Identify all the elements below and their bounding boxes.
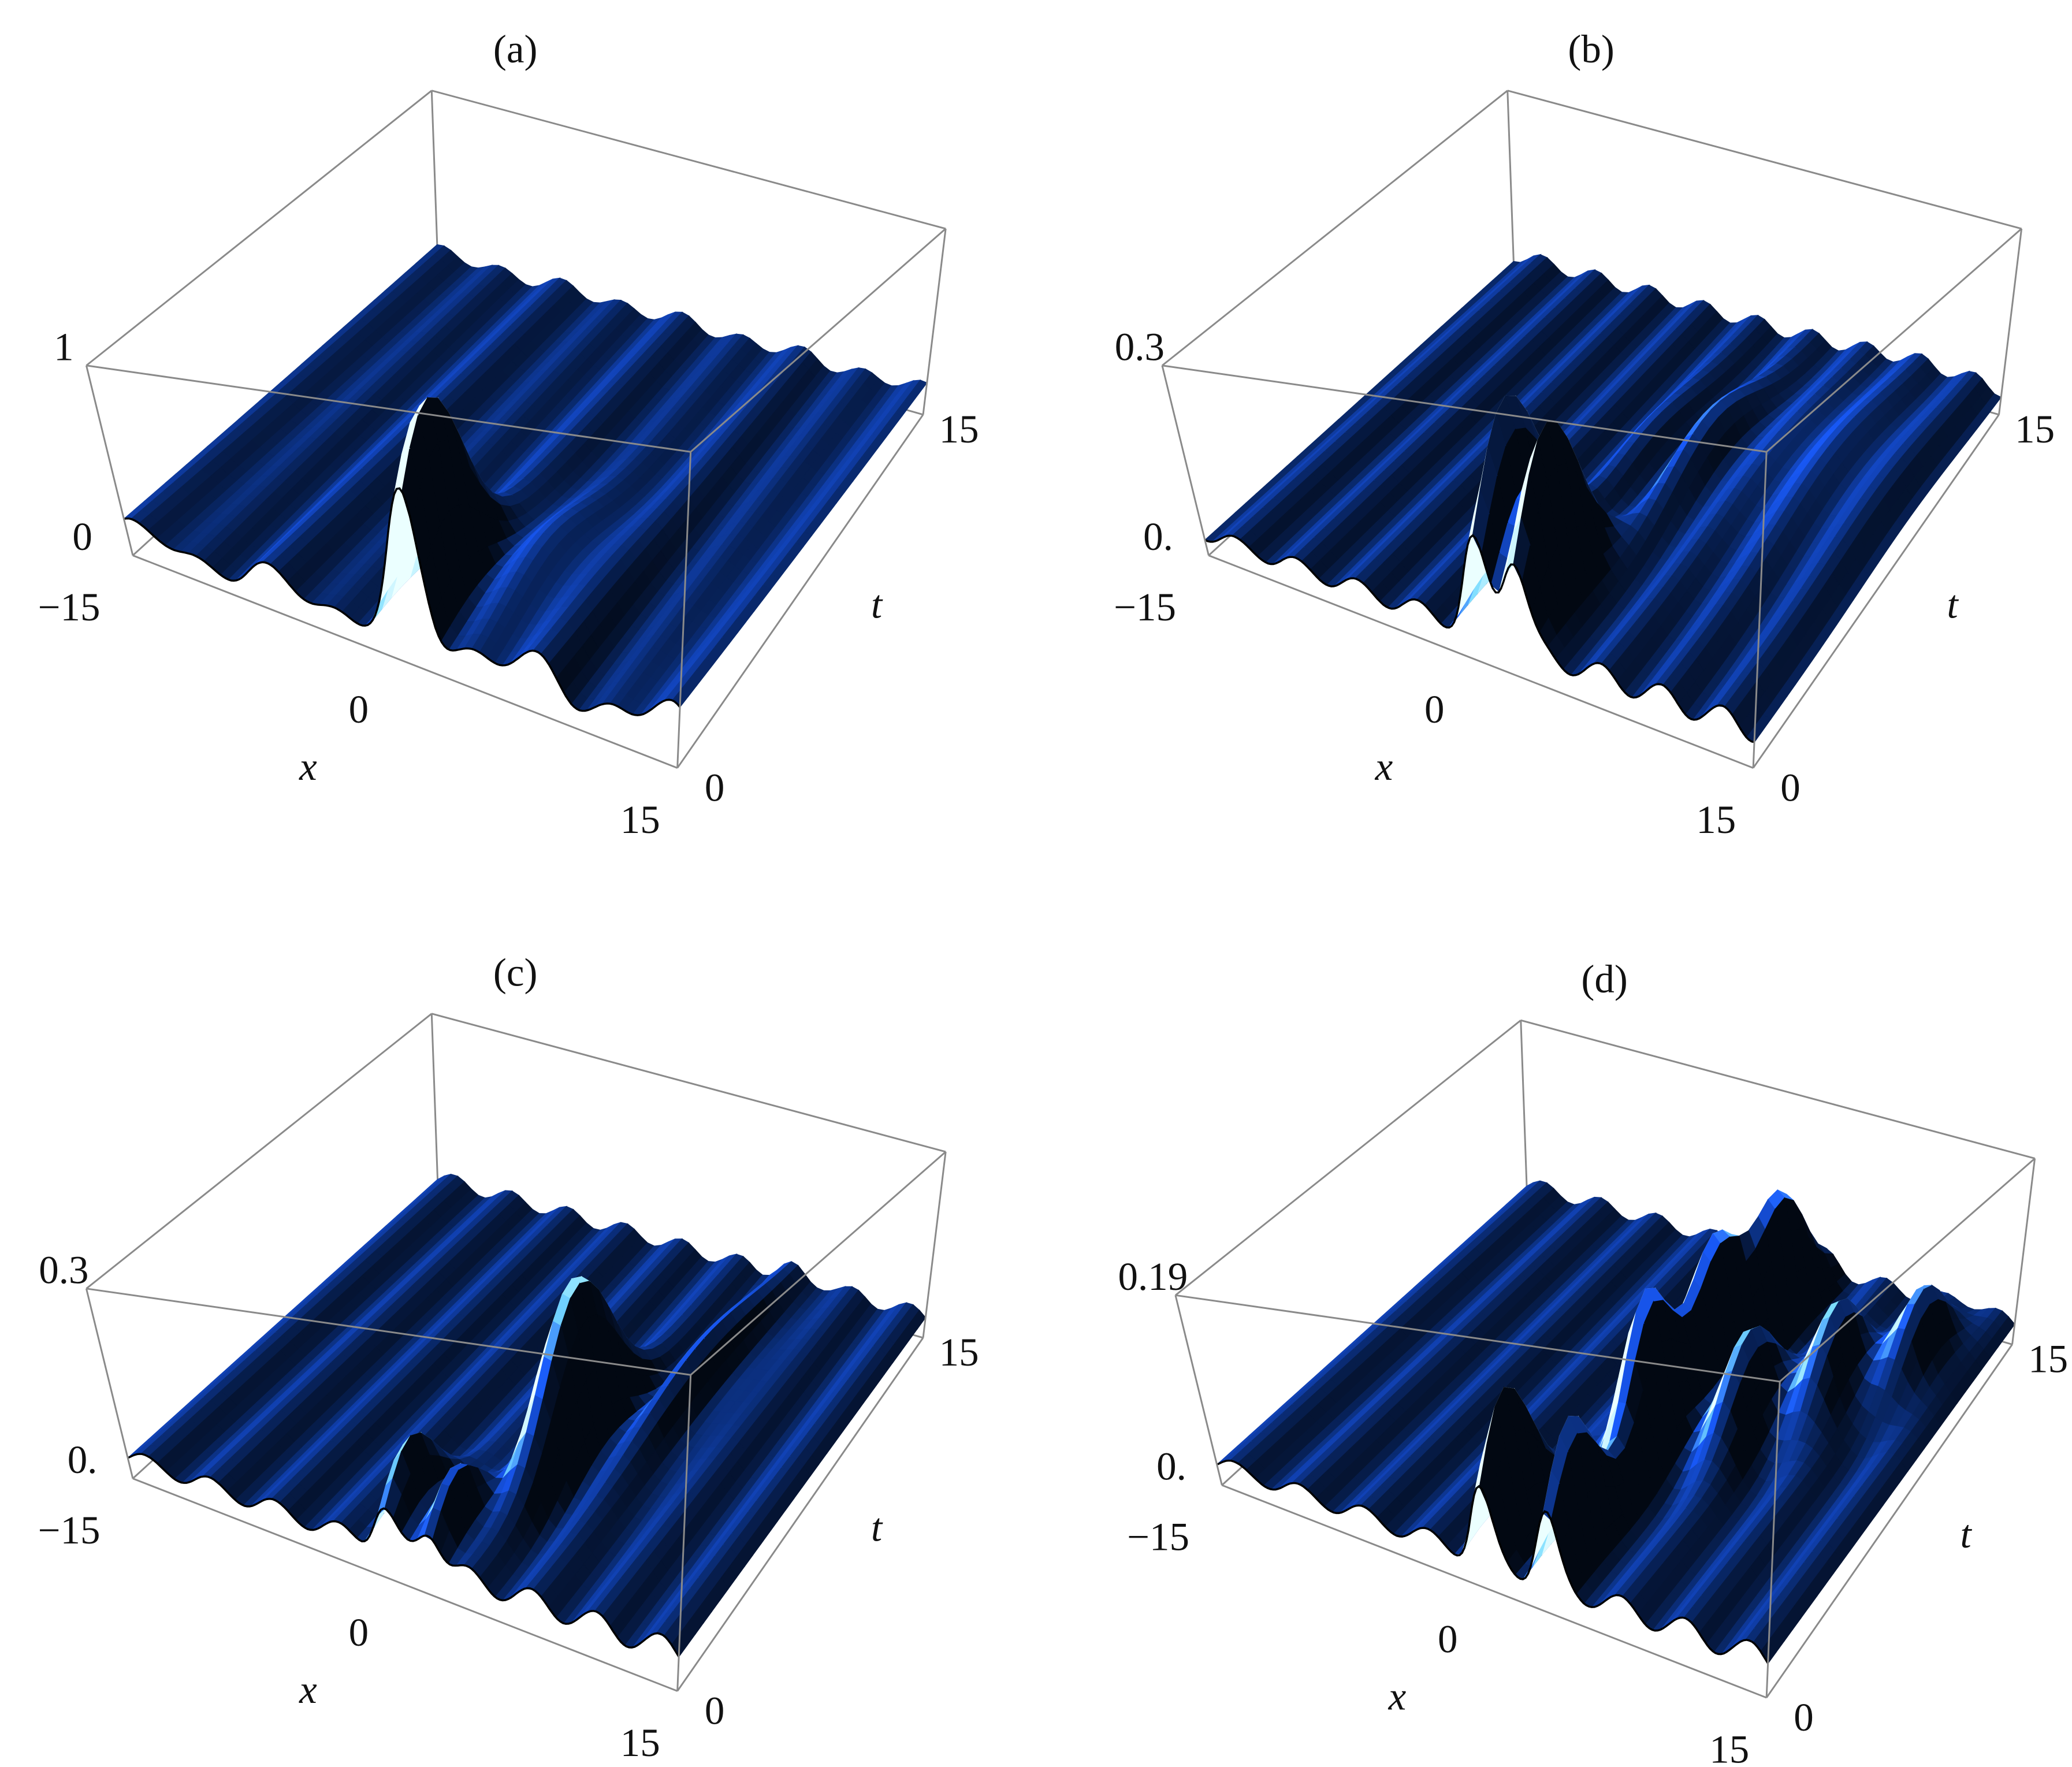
box-edge xyxy=(431,90,946,230)
box-edge xyxy=(922,228,947,415)
z-tick-label: 1 xyxy=(54,325,73,369)
t-tick-label: 15 xyxy=(939,407,979,451)
z-tick-label: 0. xyxy=(1143,515,1173,559)
x-axis-label: x xyxy=(299,745,317,788)
box-edge xyxy=(430,1013,440,1200)
t-axis-label: t xyxy=(1947,582,1959,626)
box-edge xyxy=(431,1013,946,1153)
panel-label: (a) xyxy=(493,27,538,71)
z-tick-label: 0.3 xyxy=(1115,325,1165,369)
x-tick-label: 0 xyxy=(1424,687,1444,731)
box-edge xyxy=(1507,90,2022,230)
box-edge xyxy=(85,90,433,366)
z-tick-label: 0 xyxy=(72,515,92,559)
box-edge xyxy=(1998,228,2023,415)
box-edge xyxy=(1506,90,1515,277)
x-tick-label: 15 xyxy=(1696,798,1736,842)
t-axis-label: t xyxy=(871,582,883,626)
x-axis-label: x xyxy=(1375,745,1393,788)
x-tick-label: 15 xyxy=(620,798,660,842)
x-tick-label: −15 xyxy=(1114,585,1176,629)
box-edge xyxy=(85,365,134,556)
panel-label: (b) xyxy=(1568,27,1614,71)
t-tick-label: 0 xyxy=(705,766,724,810)
x-tick-label: −15 xyxy=(38,585,101,629)
t-tick-label: 0 xyxy=(1780,766,1800,810)
x-tick-label: 0 xyxy=(349,687,369,731)
t-tick-label: 15 xyxy=(2015,407,2055,451)
